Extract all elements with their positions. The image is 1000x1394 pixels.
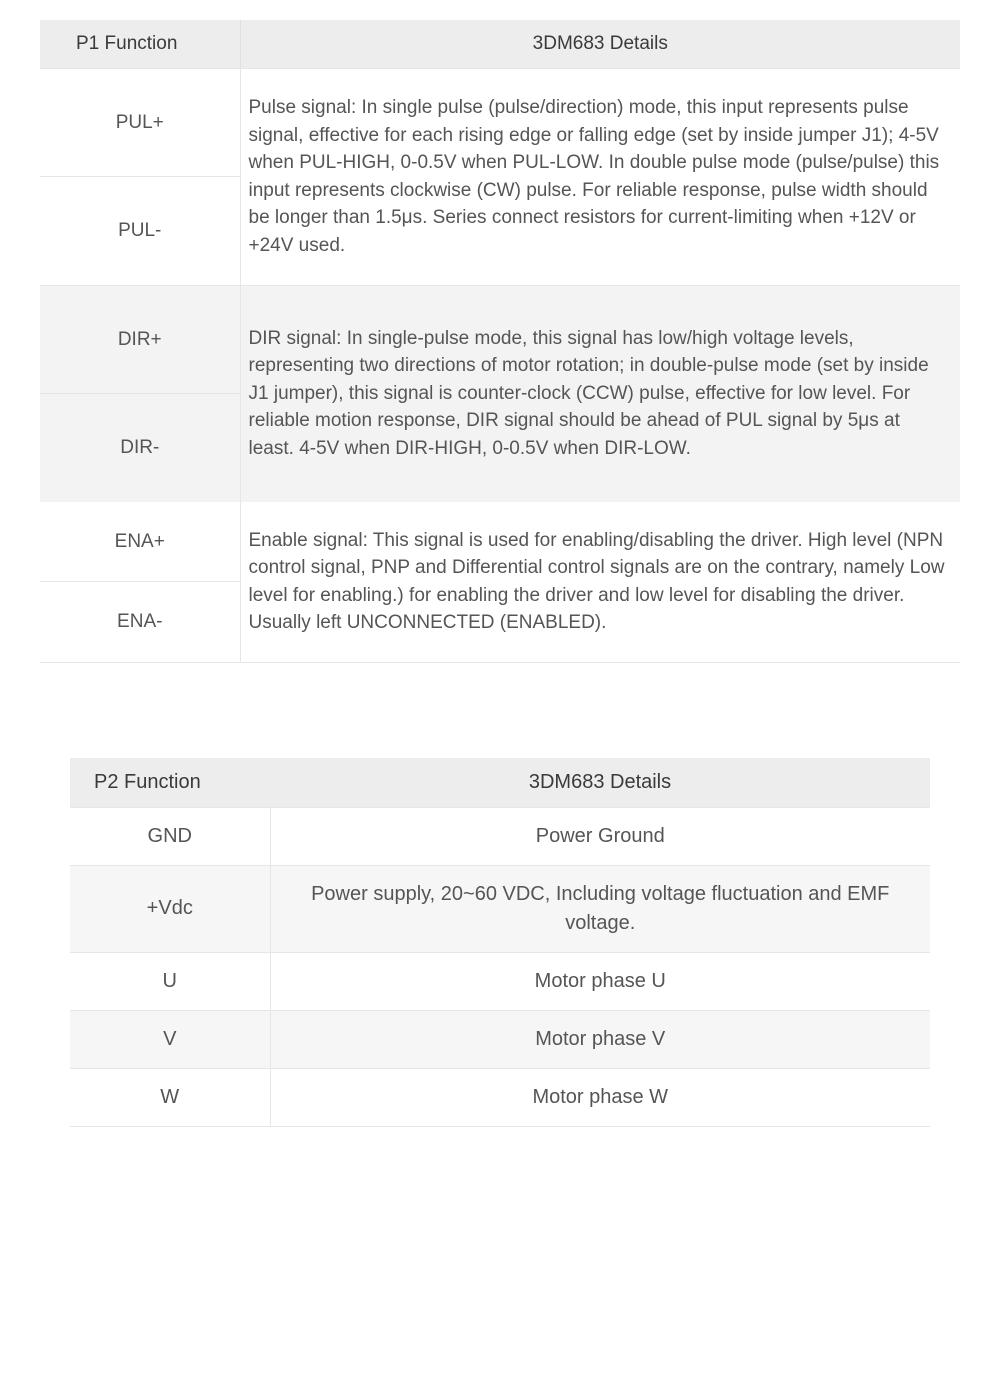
p2-func-cell: V: [70, 1010, 270, 1068]
table-gap: [40, 663, 960, 758]
p1-func-cell: ENA+: [40, 502, 240, 582]
p2-detail-cell: Motor phase U: [270, 952, 930, 1010]
p2-function-table: P2 Function 3DM683 Details GND Power Gro…: [70, 758, 930, 1127]
p2-detail-cell: Motor phase V: [270, 1010, 930, 1068]
p1-func-cell: DIR-: [40, 394, 240, 502]
p1-func-cell: ENA-: [40, 582, 240, 663]
p2-table-wrap: P2 Function 3DM683 Details GND Power Gro…: [40, 758, 960, 1127]
p2-detail-cell: Power Ground: [270, 807, 930, 865]
p1-header-details: 3DM683 Details: [240, 20, 960, 68]
p1-func-cell: PUL+: [40, 68, 240, 177]
p1-detail-cell: Enable signal: This signal is used for e…: [240, 502, 960, 663]
p2-func-cell: +Vdc: [70, 865, 270, 952]
page: P1 Function 3DM683 Details PUL+ Pulse si…: [0, 0, 1000, 1167]
p1-func-cell: PUL-: [40, 177, 240, 286]
p2-func-cell: U: [70, 952, 270, 1010]
p2-func-cell: GND: [70, 807, 270, 865]
p2-detail-cell: Power supply, 20~60 VDC, Including volta…: [270, 865, 930, 952]
p1-detail-cell: Pulse signal: In single pulse (pulse/dir…: [240, 68, 960, 285]
p1-func-cell: DIR+: [40, 285, 240, 394]
p2-func-cell: W: [70, 1068, 270, 1126]
p2-detail-cell: Motor phase W: [270, 1068, 930, 1126]
p2-header-details: 3DM683 Details: [270, 758, 930, 808]
p1-header-function: P1 Function: [40, 20, 240, 68]
p1-function-table: P1 Function 3DM683 Details PUL+ Pulse si…: [40, 20, 960, 663]
p2-header-function: P2 Function: [70, 758, 270, 808]
p1-detail-cell: DIR signal: In single-pulse mode, this s…: [240, 285, 960, 502]
